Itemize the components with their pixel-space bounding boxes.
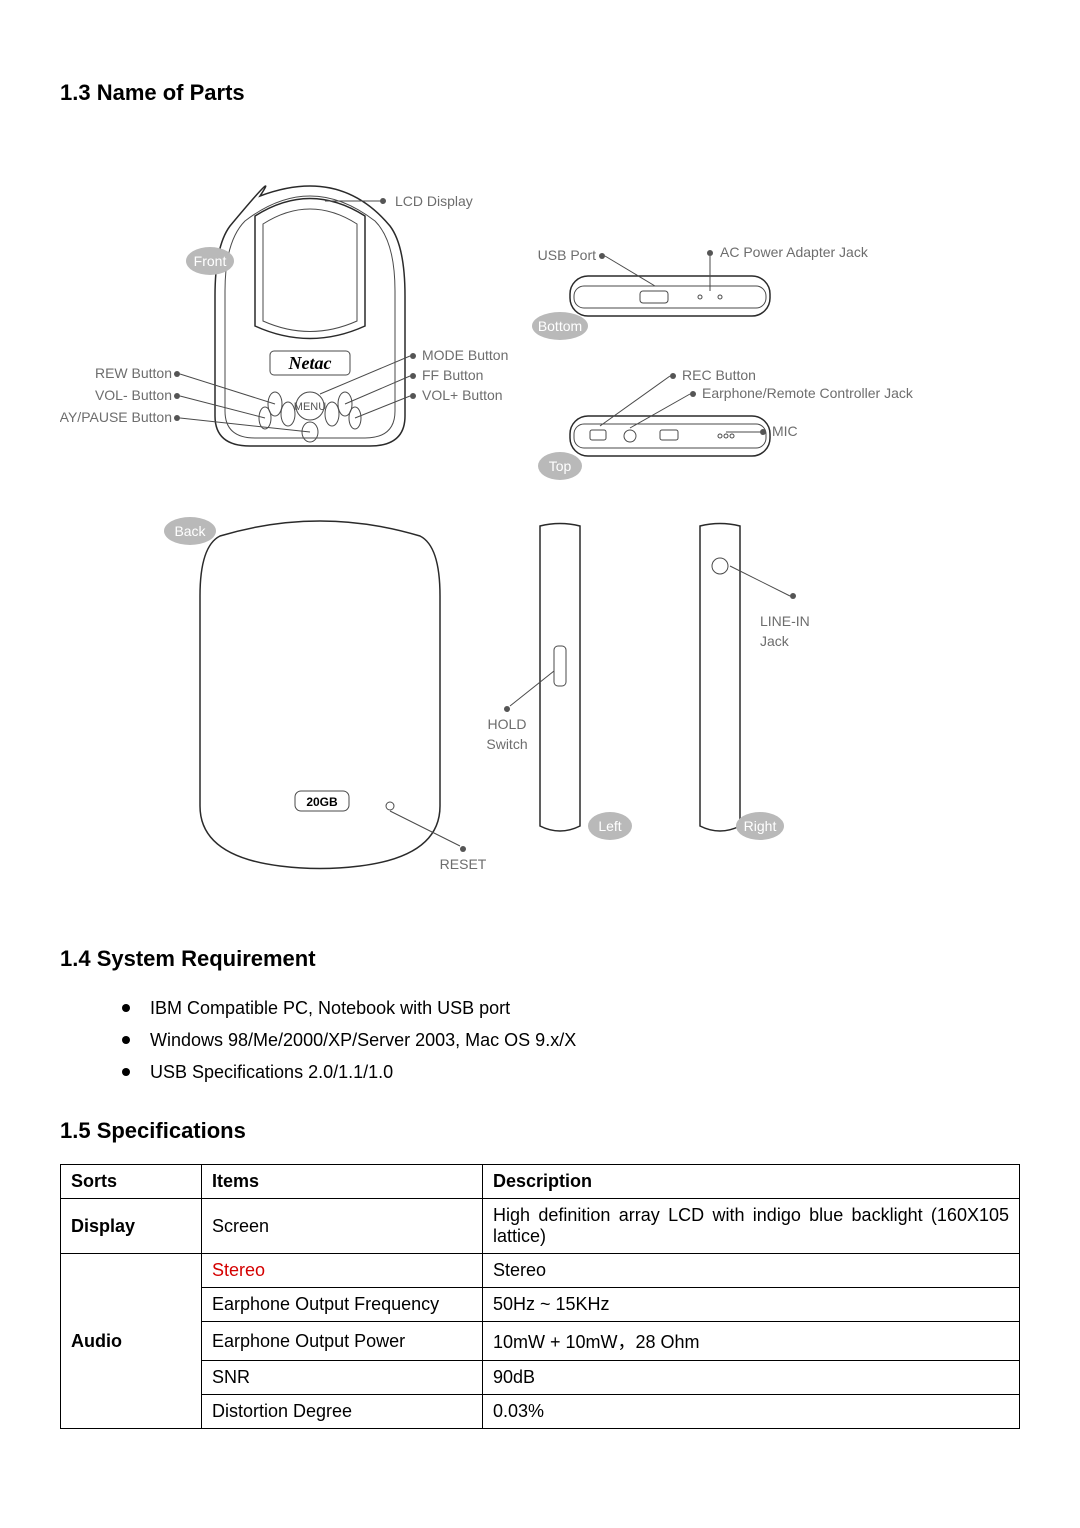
sysreq-item: Windows 98/Me/2000/XP/Server 2003, Mac O… [150, 1024, 1020, 1056]
badge-bottom: Bottom [538, 318, 582, 334]
annot-play: PLAY/PAUSE Button [60, 409, 172, 425]
cell-item: SNR [202, 1361, 483, 1395]
annot-jack: Earphone/Remote Controller Jack [702, 385, 914, 401]
annot-volp: VOL+ Button [422, 387, 503, 403]
annot-hold-1: HOLD [488, 716, 527, 732]
sysreq-item: IBM Compatible PC, Notebook with USB por… [150, 992, 1020, 1024]
sysreq-list: IBM Compatible PC, Notebook with USB por… [60, 992, 1020, 1088]
badge-top: Top [549, 458, 572, 474]
col-desc: Description [483, 1165, 1020, 1199]
cell-desc: High definition array LCD with indigo bl… [483, 1199, 1020, 1254]
annot-usb: USB Port [538, 247, 596, 263]
col-items: Items [202, 1165, 483, 1199]
annot-linein-2: Jack [760, 633, 790, 649]
table-row: SNR 90dB [61, 1361, 1020, 1395]
cell-item: Earphone Output Power [202, 1322, 483, 1361]
cell-sort: Display [61, 1199, 202, 1254]
badge-left: Left [598, 818, 621, 834]
annot-mic: MIC [772, 423, 798, 439]
cell-desc: 90dB [483, 1361, 1020, 1395]
cell-item: Distortion Degree [202, 1395, 483, 1429]
annot-lcd: LCD Display [395, 193, 473, 209]
annot-ff: FF Button [422, 367, 483, 383]
badge-front: Front [194, 253, 227, 269]
annot-rec: REC Button [682, 367, 756, 383]
cell-desc: Stereo [483, 1254, 1020, 1288]
annot-hold-2: Switch [486, 736, 527, 752]
table-row: Earphone Output Frequency 50Hz ~ 15KHz [61, 1288, 1020, 1322]
table-row: Display Screen High definition array LCD… [61, 1199, 1020, 1254]
annot-reset: RESET [440, 856, 487, 872]
sysreq-item: USB Specifications 2.0/1.1/1.0 [150, 1056, 1020, 1088]
annot-ac: AC Power Adapter Jack [720, 244, 869, 260]
spec-table: Sorts Items Description Display Screen H… [60, 1164, 1020, 1429]
cell-desc: 50Hz ~ 15KHz [483, 1288, 1020, 1322]
heading-parts: 1.3 Name of Parts [60, 80, 1020, 106]
cell-desc: 10mW + 10mW，28 Ohm [483, 1322, 1020, 1361]
cell-item: Earphone Output Frequency [202, 1288, 483, 1322]
parts-diagram: Netac MENU Front [60, 126, 1020, 946]
svg-text:MENU: MENU [294, 401, 326, 413]
annot-volm: VOL- Button [95, 387, 172, 403]
table-row: Distortion Degree 0.03% [61, 1395, 1020, 1429]
table-row: Earphone Output Power 10mW + 10mW，28 Ohm [61, 1322, 1020, 1361]
cell-item: Stereo [202, 1254, 483, 1288]
annot-rew: REW Button [95, 365, 172, 381]
cell-desc: 0.03% [483, 1395, 1020, 1429]
badge-back: Back [174, 523, 206, 539]
heading-specs: 1.5 Specifications [60, 1118, 1020, 1144]
heading-sysreq: 1.4 System Requirement [60, 946, 1020, 972]
annot-linein-1: LINE-IN [760, 613, 810, 629]
col-sorts: Sorts [61, 1165, 202, 1199]
cell-item: Screen [202, 1199, 483, 1254]
capacity-text: 20GB [306, 795, 338, 809]
brand-text: Netac [288, 353, 332, 373]
cell-sort: Audio [61, 1254, 202, 1429]
badge-right: Right [744, 818, 777, 834]
table-row: Sorts Items Description [61, 1165, 1020, 1199]
table-row: Audio Stereo Stereo [61, 1254, 1020, 1288]
annot-mode: MODE Button [422, 347, 508, 363]
